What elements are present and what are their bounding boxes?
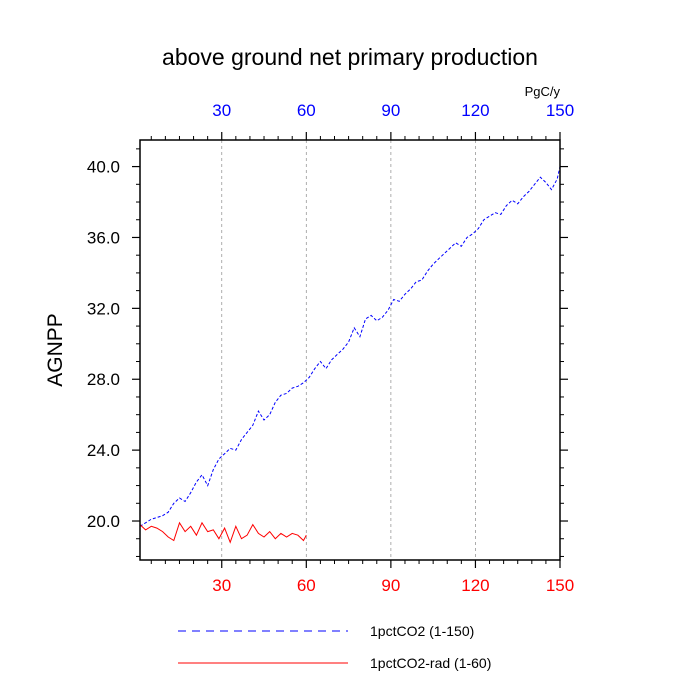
x-tick-label-bottom: 90 (381, 576, 400, 595)
y-tick-label: 24.0 (87, 441, 120, 460)
legend: 1pctCO2 (1-150) 1pctCO2-rad (1-60) (178, 623, 491, 671)
series-line-1 (139, 521, 307, 544)
x-tick-label-bottom: 60 (297, 576, 316, 595)
x-tick-label-bottom: 120 (461, 576, 489, 595)
x-tick-label-top: 150 (546, 101, 574, 120)
plot-series (139, 166, 561, 544)
plot-frame (139, 139, 561, 561)
axis-ticks: 30 30 60 60 90 90 120 120 150 150 20.0 24.0 28.0 32.0… (87, 101, 574, 595)
grid (221, 140, 476, 560)
y-tick-label: 40.0 (87, 158, 120, 177)
legend-label-1: 1pctCO2-rad (1-60) (370, 655, 491, 671)
x-tick-label-top: 60 (297, 101, 316, 120)
y-tick-label: 36.0 (87, 228, 120, 247)
series-line-0 (139, 166, 561, 527)
chart-title: above ground net primary production (162, 44, 538, 70)
x-tick-label-bottom: 150 (546, 576, 574, 595)
x-tick-label-top: 30 (212, 101, 231, 120)
y-axis-label: AGNPP (44, 313, 67, 387)
x-tick-label-top: 120 (461, 101, 489, 120)
x-tick-label-top: 90 (381, 101, 400, 120)
x-tick-label-bottom: 30 (212, 576, 231, 595)
y-tick-label: 28.0 (87, 370, 120, 389)
y-tick-label: 20.0 (87, 512, 120, 531)
legend-label-0: 1pctCO2 (1-150) (370, 623, 474, 639)
y-tick-label: 32.0 (87, 299, 120, 318)
top-axis-unit: PgC/y (525, 84, 561, 99)
